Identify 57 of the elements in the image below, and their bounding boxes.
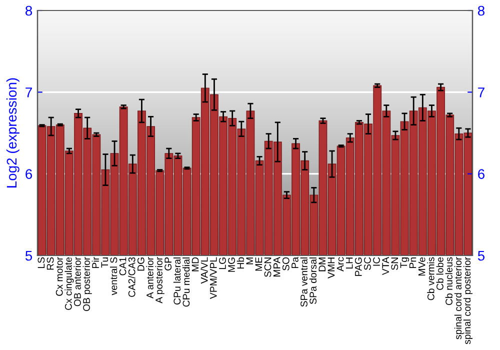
x-tick-label: OB posterior bbox=[82, 257, 92, 311]
x-tick-label: VTA bbox=[382, 256, 389, 276]
x-tick-label: VMH bbox=[328, 258, 335, 278]
x-tick-label: VPM/VPL bbox=[210, 257, 217, 299]
x-tick-label: MG bbox=[228, 258, 235, 272]
x-tick-label: CPu lateral bbox=[173, 258, 181, 304]
x-tick-label: Tg bbox=[400, 258, 410, 268]
y-tick-label: 7 bbox=[26, 88, 32, 98]
x-tick-label: CA1 bbox=[119, 257, 126, 276]
x-tick-label: Tu bbox=[101, 258, 108, 268]
x-tick-label: Cb nucleus bbox=[445, 257, 452, 306]
y-axis-title: Log2 (expression) bbox=[6, 78, 20, 188]
x-tick-label: Pir bbox=[92, 257, 99, 268]
x-tick-label: Hb bbox=[236, 257, 244, 269]
x-tick-label: Cx motor bbox=[56, 257, 63, 296]
x-tick-label: SN bbox=[391, 258, 398, 270]
x-tick-label: GP bbox=[164, 257, 172, 270]
x-tick-label: MVe bbox=[418, 257, 426, 276]
x-tick-label: SPa dorsal bbox=[309, 258, 317, 304]
x-tick-label: LS bbox=[38, 257, 45, 268]
x-tick-label: DM bbox=[318, 258, 326, 272]
x-tick-label: IC bbox=[373, 257, 380, 266]
y-tick-label: 6 bbox=[26, 169, 32, 180]
x-tick-label: LH bbox=[346, 258, 353, 269]
x-tick-label: SPa ventral bbox=[300, 258, 308, 307]
y2-tick-label: 7 bbox=[478, 88, 484, 98]
x-tick-label: OB anterior bbox=[74, 257, 81, 306]
y2-tick-label: 6 bbox=[478, 169, 484, 180]
x-tick-label: VA/VL bbox=[200, 257, 208, 284]
y2-tick-label: 8 bbox=[478, 6, 484, 16]
x-tick-label: RS bbox=[46, 257, 54, 270]
x-tick-label: Arc bbox=[336, 257, 344, 272]
x-tick-label: DG bbox=[137, 258, 144, 271]
x-tick-label: A anterior bbox=[146, 257, 154, 298]
y-tick-label: 5 bbox=[25, 250, 32, 261]
x-tick-label: spinal cord anterior bbox=[454, 257, 464, 340]
x-tick-label: Pa bbox=[292, 256, 298, 268]
x-tick-label: LG bbox=[219, 258, 226, 270]
x-tick-label: PAG bbox=[354, 258, 362, 276]
x-tick-label: spinal cord posterior bbox=[463, 257, 472, 344]
y2-tick-label: 5 bbox=[478, 250, 485, 261]
x-tick-label: A posterior bbox=[155, 257, 164, 304]
x-tick-label: SC bbox=[364, 257, 371, 270]
x-tick-label: SO bbox=[282, 257, 290, 270]
x-tick-label: Pn bbox=[409, 258, 416, 268]
x-tick-label: ME bbox=[255, 257, 262, 271]
x-tick-label: CA2/CA3 bbox=[128, 257, 136, 297]
x-tick-label: Cx cingulate bbox=[64, 257, 74, 310]
y-tick-label: 8 bbox=[26, 6, 32, 16]
x-tick-label: MPA bbox=[273, 256, 280, 276]
x-tick-label: ventral S bbox=[110, 257, 118, 296]
x-tick-label: M bbox=[246, 258, 253, 264]
x-tick-label: Cb vermis bbox=[427, 257, 434, 300]
x-tick-label: MD bbox=[192, 257, 199, 272]
x-tick-label: CPu medial bbox=[182, 258, 190, 307]
x-tick-label: SCN bbox=[264, 258, 272, 277]
x-tick-label: Cb lobe bbox=[436, 257, 444, 290]
